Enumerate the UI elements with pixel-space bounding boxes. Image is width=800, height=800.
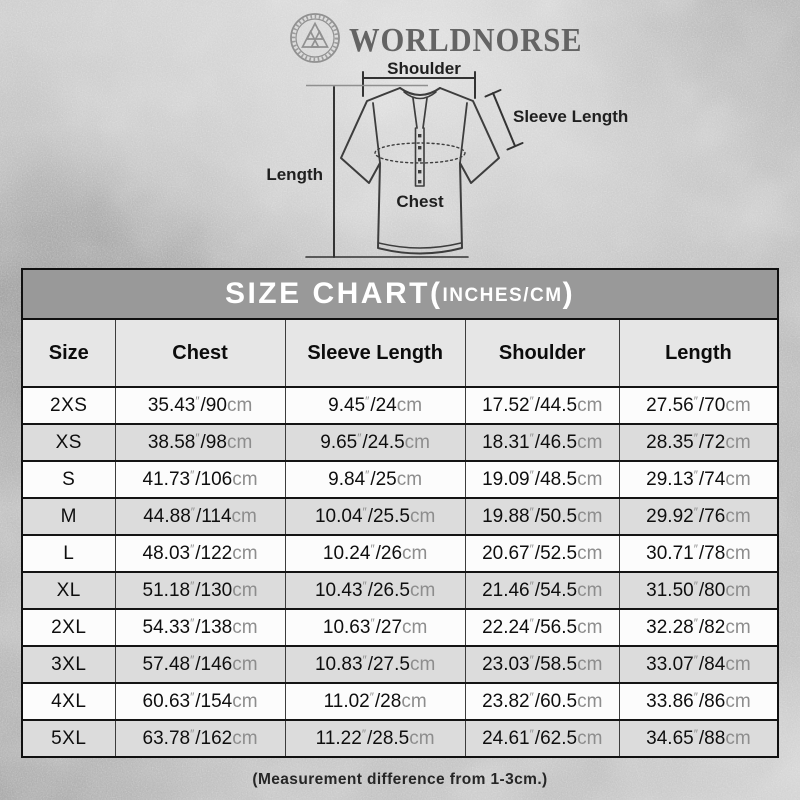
title-main: SIZE CHART( — [224, 277, 443, 310]
sleeve-cell: 11.22″/28.5cm — [284, 721, 465, 756]
title-close: ) — [562, 277, 576, 310]
sleeve-cell: 10.24″/26cm — [284, 536, 465, 571]
chest-cell: 44.88″/114cm — [114, 499, 285, 534]
size-cell: 3XL — [51, 653, 87, 675]
shoulder-cell: 19.09″/48.5cm — [464, 462, 619, 497]
size-cell: XS — [55, 431, 82, 453]
size-table: Size Chest Sleeve Length Shoulder Length… — [21, 320, 779, 758]
size-cell: S — [62, 468, 76, 490]
length-cell: 31.50″/80cm — [618, 573, 777, 608]
sleeve-cell: 11.02″/28cm — [284, 684, 465, 719]
chest-cell: 57.48″/146cm — [114, 647, 285, 682]
table-header-row: Size Chest Sleeve Length Shoulder Length — [23, 320, 777, 386]
size-table-body: 2XS 35.43″/90cm 9.45″/24cm 17.52″/44.5cm 27.… — [23, 386, 777, 756]
chest-cell: 63.78″/162cm — [114, 721, 285, 756]
size-cell: 2XL — [51, 616, 87, 638]
sleeve-cell: 10.83″/27.5cm — [284, 647, 465, 682]
column-header-size: Size — [48, 341, 89, 364]
diagram-label-length: Length — [266, 165, 323, 184]
shoulder-cell: 21.46″/54.5cm — [464, 573, 619, 608]
size-cell: 2XS — [50, 394, 88, 416]
shoulder-cell: 19.88″/50.5cm — [464, 499, 619, 534]
column-header-shoulder: Shoulder — [464, 320, 619, 386]
size-chart: SIZE CHART(INCHES/CM) Size Chest Sleeve … — [21, 268, 779, 758]
chest-cell: 54.33″/138cm — [114, 610, 285, 645]
size-cell: 5XL — [51, 727, 87, 749]
chest-cell: 48.03″/122cm — [114, 536, 285, 571]
title-units: INCHES/CM — [442, 285, 563, 306]
sleeve-cell: 9.84″/25cm — [284, 462, 465, 497]
length-cell: 28.35″/72cm — [618, 425, 777, 460]
size-cell: L — [63, 542, 75, 564]
measurement-note: (Measurement difference from 1-3cm.) — [252, 771, 548, 788]
length-cell: 27.56″/70cm — [618, 388, 777, 423]
size-cell: M — [60, 505, 77, 527]
shoulder-cell: 23.82″/60.5cm — [464, 684, 619, 719]
chest-cell: 60.63″/154cm — [114, 684, 285, 719]
shoulder-cell: 20.67″/52.5cm — [464, 536, 619, 571]
sleeve-cell: 9.45″/24cm — [284, 388, 465, 423]
size-chart-title: SIZE CHART(INCHES/CM) — [21, 268, 779, 320]
length-cell: 34.65″/88cm — [618, 721, 777, 756]
shoulder-cell: 22.24″/56.5cm — [464, 610, 619, 645]
shoulder-cell: 17.52″/44.5cm — [464, 388, 619, 423]
shirt-measurement-diagram: Shoulder Sleeve Length Length Chest — [266, 59, 628, 258]
size-cell: 4XL — [51, 690, 87, 712]
length-cell: 30.71″/78cm — [618, 536, 777, 571]
length-cell: 29.92″/76cm — [618, 499, 777, 534]
table-row: 5XL 63.78″/162cm 11.22″/28.5cm 24.61″/62.5c… — [23, 719, 777, 756]
column-header-chest: Chest — [114, 320, 285, 386]
length-cell: 32.28″/82cm — [618, 610, 777, 645]
table-row: 3XL 57.48″/146cm 10.83″/27.5cm 23.03″/58.5c… — [23, 645, 777, 682]
table-row: L 48.03″/122cm 10.24″/26cm 20.67″/52.5cm 30.… — [23, 534, 777, 571]
shoulder-cell: 23.03″/58.5cm — [464, 647, 619, 682]
length-cell: 33.07″/84cm — [618, 647, 777, 682]
table-row: 4XL 60.63″/154cm 11.02″/28cm 23.82″/60.5cm 3… — [23, 682, 777, 719]
shoulder-cell: 18.31″/46.5cm — [464, 425, 619, 460]
shoulder-cell: 24.61″/62.5cm — [464, 721, 619, 756]
table-row: 2XL 54.33″/138cm 10.63″/27cm 22.24″/56.5cm 3… — [23, 608, 777, 645]
sleeve-cell: 10.43″/26.5cm — [284, 573, 465, 608]
column-header-sleeve-length: Sleeve Length — [284, 320, 465, 386]
sleeve-cell: 10.63″/27cm — [284, 610, 465, 645]
chest-cell: 38.58″/98cm — [114, 425, 285, 460]
table-row: S 41.73″/106cm 9.84″/25cm 19.09″/48.5cm 29.1… — [23, 460, 777, 497]
chest-cell: 41.73″/106cm — [114, 462, 285, 497]
length-cell: 33.86″/86cm — [618, 684, 777, 719]
length-cell: 29.13″/74cm — [618, 462, 777, 497]
sleeve-cell: 10.04″/25.5cm — [284, 499, 465, 534]
table-row: XS 38.58″/98cm 9.65″/24.5cm 18.31″/46.5cm 28… — [23, 423, 777, 460]
table-row: XL 51.18″/130cm 10.43″/26.5cm 21.46″/54.5cm… — [23, 571, 777, 608]
size-cell: XL — [56, 579, 81, 601]
table-row: 2XS 35.43″/90cm 9.45″/24cm 17.52″/44.5cm 27.… — [23, 386, 777, 423]
diagram-label-sleeve-length: Sleeve Length — [513, 107, 628, 126]
diagram-label-shoulder: Shoulder — [387, 59, 461, 78]
column-header-length: Length — [618, 320, 777, 386]
chest-cell: 51.18″/130cm — [114, 573, 285, 608]
table-row: M 44.88″/114cm 10.04″/25.5cm 19.88″/50.5cm 2… — [23, 497, 777, 534]
sleeve-cell: 9.65″/24.5cm — [284, 425, 465, 460]
diagram-label-chest: Chest — [396, 192, 444, 211]
chest-cell: 35.43″/90cm — [114, 388, 285, 423]
